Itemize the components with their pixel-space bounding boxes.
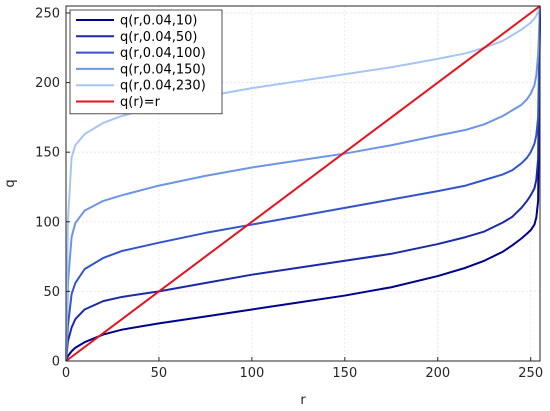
- x-tick-label: 250: [518, 366, 543, 381]
- legend-entry-label: q(r,0.04,150): [120, 62, 206, 77]
- legend-entry-label: q(r,0.04,10): [120, 14, 198, 29]
- y-axis-label: q: [3, 179, 18, 187]
- legend-entry-label: q(r,0.04,100): [120, 46, 206, 61]
- legend: q(r,0.04,10)q(r,0.04,50)q(r,0.04,100)q(r…: [69, 9, 223, 115]
- y-tick-label: 250: [35, 6, 60, 21]
- plot-frame: [65, 5, 541, 362]
- legend-entry-label: q(r,0.04,50): [120, 30, 198, 45]
- x-axis-label: r: [300, 393, 306, 408]
- series-line-6: [65, 5, 541, 362]
- legend-box: [69, 9, 223, 115]
- y-tick-label: 0: [52, 355, 60, 370]
- x-tick-label: 50: [151, 366, 168, 381]
- series-line-4: [65, 5, 541, 362]
- y-tick-label: 150: [35, 146, 60, 161]
- series-line-2: [65, 5, 541, 362]
- series-line-3: [65, 5, 541, 362]
- y-tick-label: 200: [35, 76, 60, 91]
- axis-ticks: 0 50 100 150 200 250 0 50 100 150 200 250: [35, 6, 543, 381]
- legend-entry-label: q(r)=r: [120, 95, 161, 110]
- x-tick-label: 0: [62, 366, 70, 381]
- series-lines: [65, 5, 541, 362]
- x-tick-label: 100: [239, 366, 264, 381]
- x-tick-label: 200: [425, 366, 450, 381]
- x-tick-label: 150: [332, 366, 357, 381]
- y-tick-label: 50: [43, 285, 60, 300]
- series-line-1: [65, 5, 541, 362]
- series-line-5: [65, 5, 541, 362]
- y-tick-label: 100: [35, 215, 60, 230]
- legend-entry-label: q(r,0.04,230): [120, 79, 206, 94]
